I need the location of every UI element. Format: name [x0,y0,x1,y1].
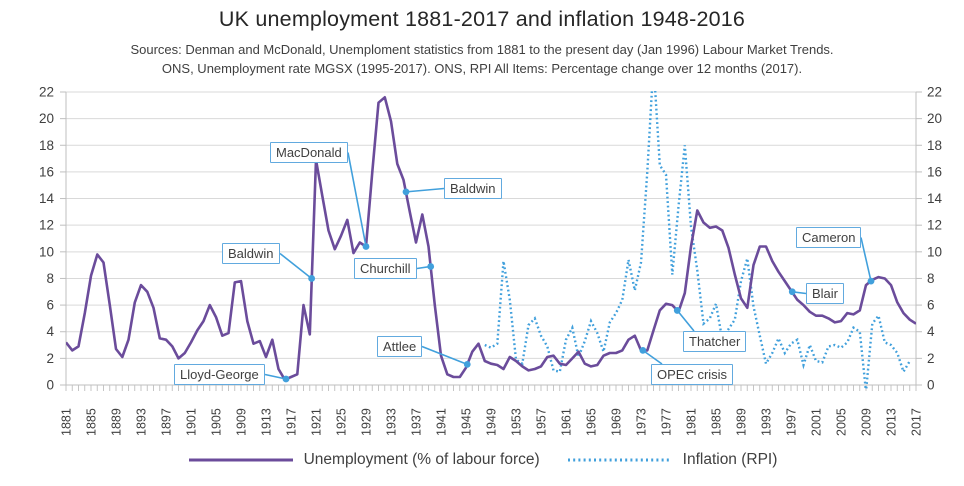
svg-text:12: 12 [39,218,54,233]
svg-text:20: 20 [39,111,54,126]
svg-text:1913: 1913 [260,408,274,436]
svg-text:2005: 2005 [835,408,849,436]
svg-text:1945: 1945 [460,408,474,436]
inflation-line [484,91,911,390]
svg-text:0: 0 [927,378,935,393]
svg-text:14: 14 [39,191,55,206]
svg-text:0: 0 [46,378,54,393]
svg-text:8: 8 [927,271,935,286]
annotation-dot [639,346,647,354]
svg-text:1881: 1881 [60,408,74,436]
svg-text:1901: 1901 [185,408,199,436]
source-line-2: ONS, Unemployment rate MGSX (1995-2017).… [161,61,803,76]
unemployment-line-swatch [188,458,293,462]
svg-text:16: 16 [39,164,54,179]
svg-text:20: 20 [927,111,942,126]
svg-text:1953: 1953 [510,408,524,436]
annotation-dot [788,288,796,296]
svg-text:1997: 1997 [785,408,799,436]
legend-item-inflation: Inflation (RPI) [566,451,778,469]
svg-text:1977: 1977 [660,408,674,436]
svg-text:2009: 2009 [860,408,874,436]
svg-text:1985: 1985 [710,408,724,436]
svg-text:2017: 2017 [910,408,924,436]
svg-text:1925: 1925 [335,408,349,436]
plot-frame [60,91,922,386]
svg-text:1957: 1957 [535,408,549,436]
svg-text:6: 6 [46,298,54,313]
svg-text:1893: 1893 [135,408,149,436]
svg-text:18: 18 [39,138,54,153]
svg-text:1973: 1973 [635,408,649,436]
svg-text:4: 4 [927,324,935,339]
svg-text:8: 8 [46,271,54,286]
svg-text:1961: 1961 [560,408,574,436]
svg-text:6: 6 [927,298,935,313]
svg-text:1889: 1889 [110,408,124,436]
chart-legend: Unemployment (% of labour force) Inflati… [0,451,964,469]
annotation-dot [362,243,370,250]
svg-text:16: 16 [927,164,942,179]
legend-label-inflation: Inflation (RPI) [682,451,778,468]
svg-text:2013: 2013 [885,408,899,436]
svg-text:1885: 1885 [85,408,99,436]
svg-text:1897: 1897 [160,408,174,436]
svg-text:2: 2 [46,351,54,366]
svg-text:2001: 2001 [810,408,824,436]
svg-text:1929: 1929 [360,408,374,436]
svg-text:1905: 1905 [210,408,224,436]
svg-text:18: 18 [927,138,942,153]
annotation-dot [402,188,410,196]
svg-text:10: 10 [927,244,942,259]
chart-sources: Sources: Denman and McDonald, Unemplomen… [0,40,964,78]
annotation-dot [673,307,681,314]
svg-text:4: 4 [46,324,54,339]
annotation-dot [282,375,290,383]
x-axis-ticks [65,385,917,391]
unemployment-line [66,96,916,381]
annotation-dot [463,360,471,368]
svg-text:1941: 1941 [435,408,449,436]
svg-text:22: 22 [39,85,54,100]
annotation-dot [308,275,316,282]
legend-label-unemployment: Unemployment (% of labour force) [303,451,540,468]
svg-text:1969: 1969 [610,408,624,436]
annotation-dot [867,277,875,285]
svg-text:1989: 1989 [735,408,749,436]
svg-text:14: 14 [927,191,943,206]
svg-text:1949: 1949 [485,408,499,436]
svg-text:10: 10 [39,244,54,259]
source-line-1: Sources: Denman and McDonald, Unemplomen… [130,42,834,57]
svg-text:1981: 1981 [685,408,699,436]
svg-text:1921: 1921 [310,408,324,436]
svg-text:1933: 1933 [385,408,399,436]
inflation-line-swatch [567,458,672,462]
svg-text:1909: 1909 [235,408,249,436]
svg-text:1965: 1965 [585,408,599,436]
svg-text:2: 2 [927,351,935,366]
svg-text:1993: 1993 [760,408,774,436]
svg-text:1917: 1917 [285,408,299,436]
annotation-connectors [264,152,875,383]
chart-title: UK unemployment 1881-2017 and inflation … [218,7,746,31]
annotation-dot [427,263,435,270]
x-axis-labels: 1881 1885 1889 1893 1897 1901 1905 1909 1913 1917… [60,408,924,436]
gridlines [66,91,916,386]
svg-text:22: 22 [927,85,942,100]
svg-text:1937: 1937 [410,408,424,436]
svg-text:12: 12 [927,218,942,233]
legend-item-unemployment: Unemployment (% of labour force) [187,451,540,469]
